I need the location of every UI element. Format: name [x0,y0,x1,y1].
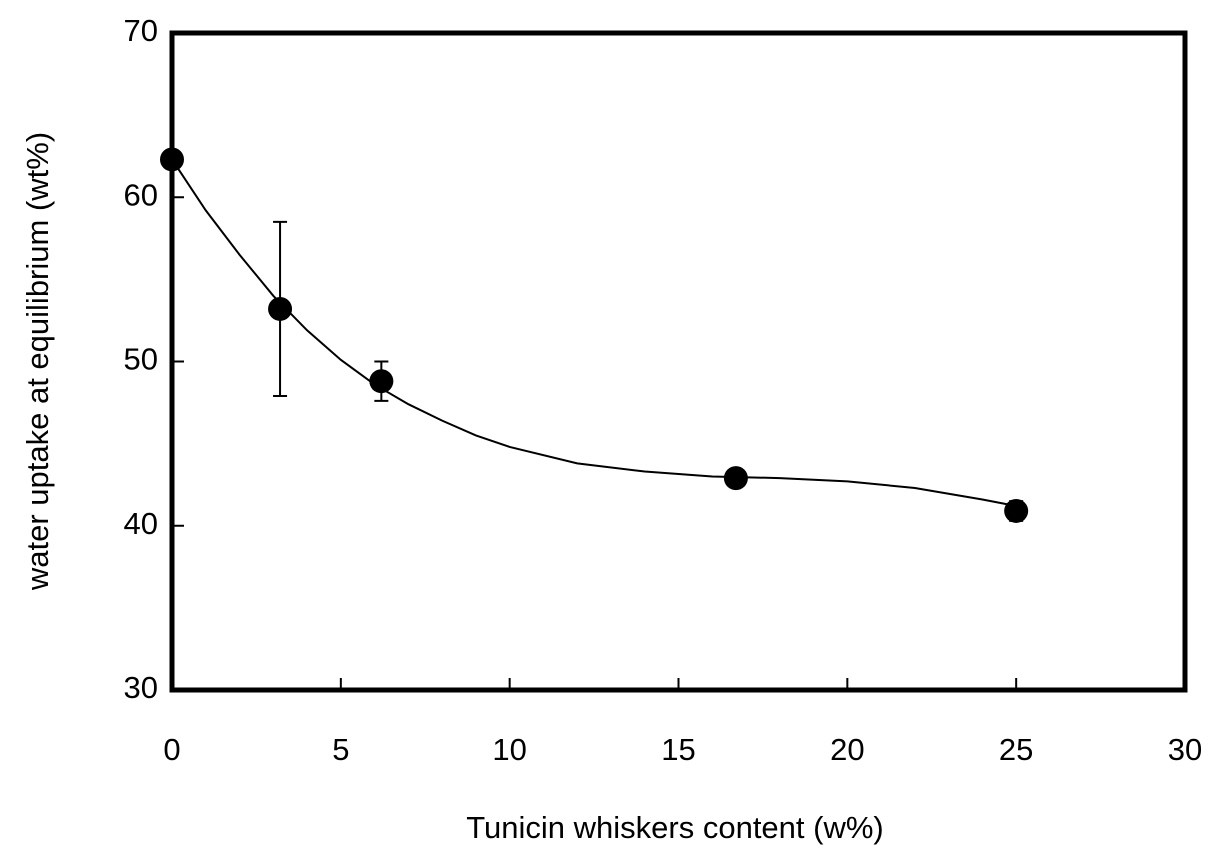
data-point [369,369,394,394]
data-point [1004,498,1029,523]
y-tick-label: 50 [124,342,158,377]
fit-curve [171,158,1017,508]
y-tick-label: 60 [124,177,158,212]
x-tick-label: 15 [661,732,695,767]
data-point [160,147,184,172]
y-tick-label: 40 [124,506,158,541]
x-axis-label: Tunicin whiskers content (w%) [466,810,884,845]
x-tick-label: 30 [1168,732,1202,767]
y-tick-label: 30 [124,670,158,705]
data-point [723,466,748,491]
data-point [268,296,293,321]
x-tick-label: 10 [492,732,526,767]
x-tick-label: 0 [163,732,180,767]
x-tick-label: 20 [830,732,864,767]
x-tick-label: 25 [999,732,1033,767]
y-axis-label: water uptake at equilibrium (wt%) [20,132,55,591]
plot-frame [169,30,1188,693]
y-tick-label: 70 [124,13,158,48]
x-tick-label: 5 [332,732,349,767]
